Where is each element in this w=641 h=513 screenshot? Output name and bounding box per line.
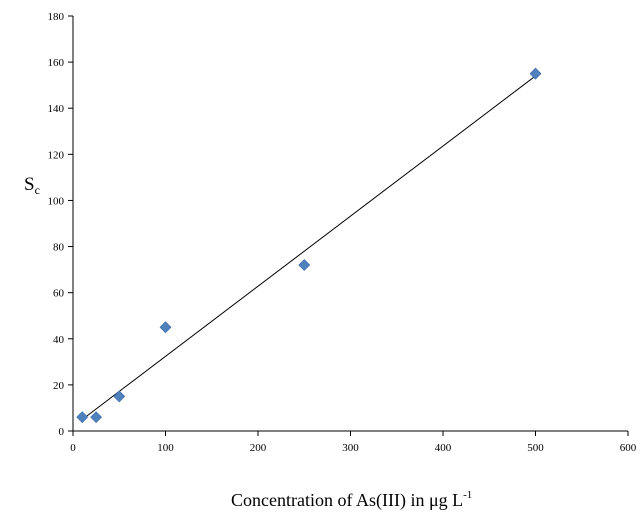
x-axis-label: Concentration of As(III) in μg L-1 [231, 489, 472, 511]
trendline [81, 75, 536, 420]
y-axis-ticks: 0 20 40 60 80 100 120 140 160 180 [48, 11, 73, 438]
y-tick-label: 100 [48, 195, 65, 207]
x-tick-label: 400 [435, 442, 452, 454]
y-tick-label: 80 [53, 242, 65, 254]
x-tick-label: 600 [620, 442, 637, 454]
y-axis-label-main: S [24, 174, 35, 195]
x-tick-label: 200 [250, 442, 267, 454]
data-point-marker [159, 321, 172, 334]
y-tick-label: 40 [53, 334, 65, 346]
data-point-marker [90, 411, 103, 424]
y-tick-label: 120 [48, 149, 65, 161]
data-point-marker [298, 259, 311, 271]
data-point-marker [529, 67, 542, 80]
data-point-marker [76, 411, 89, 424]
y-tick-label: 140 [48, 103, 65, 115]
y-tick-label: 0 [59, 426, 65, 438]
y-axis-label-subscript: c [35, 183, 40, 197]
data-point-marker [113, 390, 126, 403]
x-tick-label: 0 [70, 442, 76, 454]
x-axis-label-main: Concentration of As(III) in μg L [231, 490, 463, 511]
trendline-group [81, 75, 536, 420]
y-tick-label: 20 [53, 380, 65, 392]
y-axis-label: Sc [24, 174, 40, 197]
y-tick-label: 60 [53, 288, 65, 300]
data-points [76, 67, 542, 424]
axes [72, 16, 628, 432]
y-tick-label: 180 [48, 11, 65, 23]
x-tick-label: 300 [342, 442, 359, 454]
x-axis-ticks: 0 100 200 300 400 500 600 [70, 431, 637, 454]
x-tick-label: 500 [527, 442, 544, 454]
y-tick-label: 160 [48, 57, 65, 69]
x-tick-label: 100 [157, 442, 174, 454]
x-axis-label-superscript: -1 [463, 489, 472, 501]
